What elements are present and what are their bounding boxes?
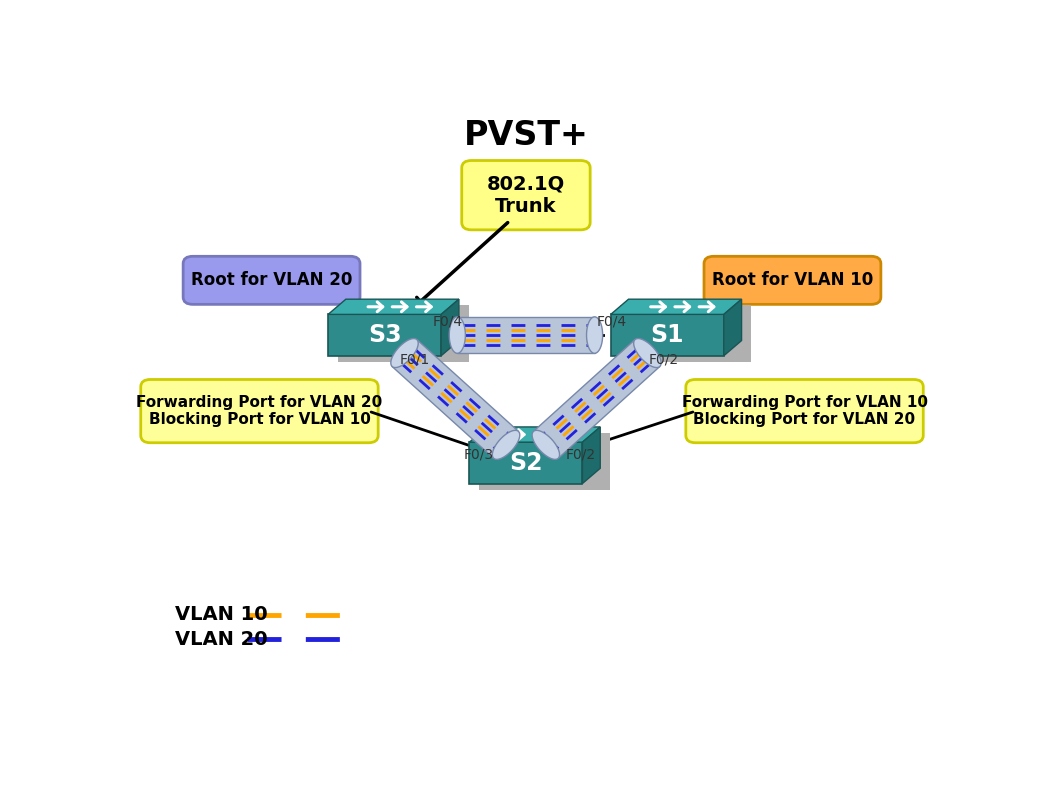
Polygon shape <box>457 317 595 353</box>
Polygon shape <box>611 299 742 314</box>
Text: Root for VLAN 10: Root for VLAN 10 <box>712 271 873 289</box>
Polygon shape <box>469 442 582 483</box>
Polygon shape <box>328 314 441 356</box>
Text: S1: S1 <box>650 323 684 347</box>
Polygon shape <box>449 317 466 353</box>
Polygon shape <box>532 431 560 459</box>
Text: Root for VLAN 20: Root for VLAN 20 <box>191 271 352 289</box>
Polygon shape <box>620 305 751 362</box>
Polygon shape <box>338 305 469 362</box>
Polygon shape <box>611 314 724 356</box>
Text: Forwarding Port for VLAN 20
Blocking Port for VLAN 10: Forwarding Port for VLAN 20 Blocking Por… <box>137 395 382 427</box>
Polygon shape <box>392 340 519 458</box>
Polygon shape <box>469 427 600 442</box>
FancyBboxPatch shape <box>462 160 590 230</box>
Text: F0/1: F0/1 <box>399 352 429 367</box>
FancyBboxPatch shape <box>686 379 923 442</box>
Text: S2: S2 <box>510 451 543 475</box>
Text: VLAN 20: VLAN 20 <box>175 630 268 649</box>
FancyBboxPatch shape <box>704 256 880 304</box>
Text: F0/4: F0/4 <box>432 314 463 329</box>
Text: S3: S3 <box>368 323 401 347</box>
Text: F0/3: F0/3 <box>464 448 494 462</box>
Polygon shape <box>587 317 602 353</box>
Text: VLAN 10: VLAN 10 <box>175 605 268 624</box>
Polygon shape <box>724 299 742 356</box>
Polygon shape <box>582 427 600 483</box>
Text: 802.1Q
Trunk: 802.1Q Trunk <box>487 175 565 216</box>
FancyBboxPatch shape <box>183 256 359 304</box>
Polygon shape <box>441 299 458 356</box>
Text: Forwarding Port for VLAN 10
Blocking Port for VLAN 20: Forwarding Port for VLAN 10 Blocking Por… <box>681 395 927 427</box>
Text: F0/2: F0/2 <box>566 448 596 462</box>
Polygon shape <box>534 340 660 458</box>
Text: PVST+: PVST+ <box>464 119 589 152</box>
Polygon shape <box>634 339 661 367</box>
Text: F0/4: F0/4 <box>596 314 626 329</box>
Polygon shape <box>493 431 520 459</box>
Polygon shape <box>391 339 418 367</box>
FancyBboxPatch shape <box>141 379 378 442</box>
Text: F0/2: F0/2 <box>648 352 678 367</box>
Polygon shape <box>479 433 610 490</box>
Polygon shape <box>328 299 458 314</box>
